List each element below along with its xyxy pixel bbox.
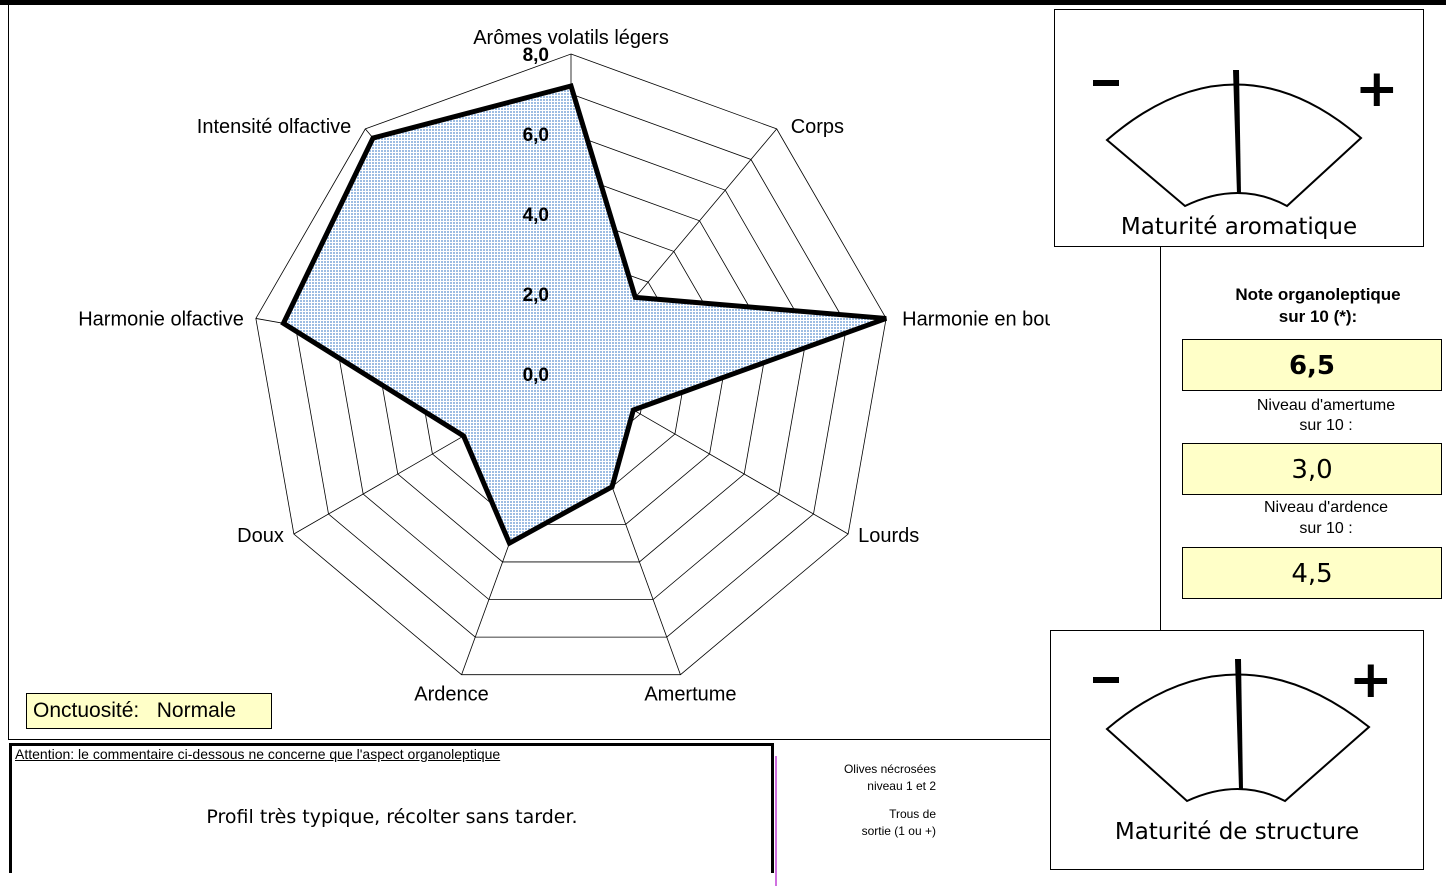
radar-tick-label: 4,0 bbox=[523, 205, 549, 226]
onctuosite-value: Normale bbox=[157, 699, 236, 722]
trous-label-2: sortie (1 ou +) bbox=[796, 823, 936, 839]
radar-tick-label: 0,0 bbox=[523, 365, 549, 386]
radar-axis-label: Intensité olfactive bbox=[197, 116, 352, 138]
bitterness-label-2: sur 10 : bbox=[1176, 416, 1446, 436]
radar-axis-label: Harmonie en bouche bbox=[902, 308, 1050, 330]
aroma-gauge-dial: + bbox=[1055, 10, 1425, 248]
radar-series-area bbox=[283, 86, 886, 543]
radar-axis-label: Arômes volatils légers bbox=[473, 27, 669, 49]
organoleptic-heading-2: sur 10 (*): bbox=[1168, 306, 1446, 328]
comment-box: Attention: le commentaire ci-dessous ne … bbox=[9, 743, 774, 873]
radar-axis-label: Corps bbox=[791, 116, 844, 138]
structure-maturity-gauge: + Maturité de structure bbox=[1050, 630, 1424, 870]
onctuosite-label: Onctuosité: bbox=[33, 699, 139, 722]
organoleptic-score: 6,5 bbox=[1182, 339, 1442, 391]
bitterness-label-1: Niveau d'amertume bbox=[1176, 396, 1446, 416]
comment-text: Profil très typique, récolter sans tarde… bbox=[12, 806, 772, 828]
aroma-gauge-arc bbox=[1107, 84, 1361, 206]
aroma-minus-icon bbox=[1093, 80, 1119, 86]
radar-axis-label: Lourds bbox=[858, 525, 919, 547]
trous-label-1: Trous de bbox=[796, 806, 936, 822]
aroma-gauge-title: Maturité aromatique bbox=[1055, 214, 1423, 240]
radar-axis-label: Ardence bbox=[414, 684, 489, 706]
score-column-divider bbox=[1160, 247, 1161, 630]
aroma-maturity-gauge: + Maturité aromatique bbox=[1054, 9, 1424, 247]
radar-tick-label: 2,0 bbox=[523, 285, 549, 306]
radar-axis-label: Amertume bbox=[644, 684, 736, 706]
aroma-plus-icon: + bbox=[1355, 59, 1399, 119]
radar-axis-label: Harmonie olfactive bbox=[78, 308, 244, 330]
organoleptic-heading-1: Note organoleptique bbox=[1168, 284, 1446, 306]
pungency-label-1: Niveau d'ardence bbox=[1176, 498, 1446, 518]
pungency-label-2: sur 10 : bbox=[1176, 519, 1446, 539]
comment-warning: Attention: le commentaire ci-dessous ne … bbox=[15, 746, 500, 762]
onctuosite-field: Onctuosité: Normale bbox=[26, 693, 272, 729]
olives-label-2: niveau 1 et 2 bbox=[796, 778, 936, 794]
olives-label-1: Olives nécrosées bbox=[796, 761, 936, 777]
radar-tick-label: 6,0 bbox=[523, 125, 549, 146]
bitterness-score: 3,0 bbox=[1182, 443, 1442, 495]
structure-gauge-title: Maturité de structure bbox=[1051, 819, 1423, 845]
radar-axis-label: Doux bbox=[237, 525, 284, 547]
structure-minus-icon bbox=[1093, 677, 1119, 683]
pungency-score: 4,5 bbox=[1182, 547, 1442, 599]
structure-plus-icon: + bbox=[1349, 650, 1393, 710]
